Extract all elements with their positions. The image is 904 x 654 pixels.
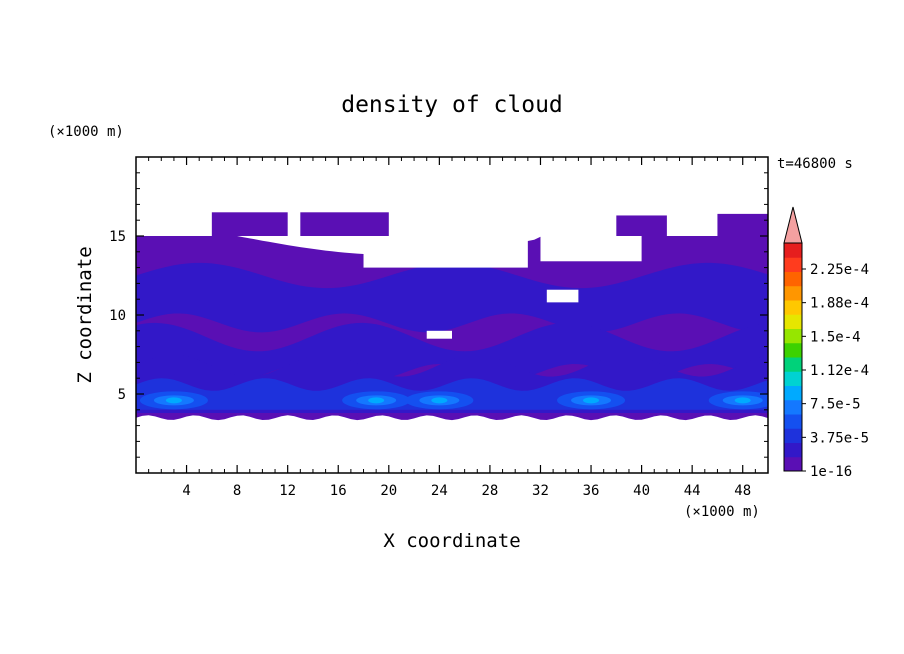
x-tick-label: 12: [279, 483, 296, 499]
colorbar-swatch: [784, 456, 802, 472]
y-unit-label: (×1000 m): [48, 124, 124, 140]
y-axis-label: Z coordinate: [74, 246, 96, 383]
colorbar-swatch: [784, 371, 802, 386]
clear-air-gap: [363, 239, 528, 268]
clear-air-gap: [426, 330, 452, 339]
clear-air-gap: [546, 289, 579, 303]
clear-air-gap: [540, 236, 642, 262]
y-tick-label: 10: [109, 308, 126, 324]
x-tick-label: 36: [583, 483, 600, 499]
x-tick-label: 32: [532, 483, 549, 499]
x-tick-label: 24: [431, 483, 448, 499]
colorbar-swatch: [784, 357, 802, 372]
cloud-core-peak: [368, 397, 385, 404]
colorbar-label: 7.5e-5: [810, 397, 861, 413]
cloud-core-peak: [165, 397, 182, 404]
colorbar-label: 3.75e-5: [810, 430, 869, 446]
cloud-core-peak: [734, 397, 751, 404]
y-tick-label: 5: [118, 387, 126, 403]
density-field: [136, 212, 768, 421]
colorbar-swatch: [784, 314, 802, 329]
colorbar-label: 1e-16: [810, 464, 852, 480]
cloud-fragment: [717, 213, 768, 236]
colorbar-swatch: [784, 399, 802, 415]
cloud-core-peak: [431, 397, 448, 404]
x-tick-label: 20: [380, 483, 397, 499]
cloud-core-peak: [583, 397, 600, 404]
x-tick-label: 40: [633, 483, 650, 499]
chart-title: density of cloud: [341, 92, 563, 118]
x-tick-label: 48: [734, 483, 751, 499]
colorbar-label: 1.5e-4: [810, 329, 861, 345]
cloud-fragment: [616, 215, 667, 236]
colorbar-swatch: [784, 243, 802, 258]
x-tick-label: 8: [233, 483, 241, 499]
colorbar-label: 1.88e-4: [810, 296, 869, 312]
colorbar-swatch: [784, 257, 802, 272]
colorbar: 2.25e-4 1.88e-4 1.5e-4 1.12e-4 7.5e-5 3.75e-5…: [783, 206, 869, 480]
colorbar-swatch: [784, 442, 802, 458]
cloud-band-1: [136, 262, 768, 333]
colorbar-label: 2.25e-4: [810, 262, 869, 278]
x-tick-label: 28: [481, 483, 498, 499]
colorbar-swatch: [784, 300, 802, 315]
colorbar-swatch: [784, 285, 802, 301]
colorbar-swatch: [784, 428, 802, 443]
time-label: t=46800 s: [777, 156, 853, 172]
cloud-fragment: [211, 212, 288, 236]
x-tick-label: 4: [182, 483, 190, 499]
y-tick-label: 15: [109, 229, 126, 245]
cloud-fragment: [300, 212, 389, 236]
colorbar-extend-arrow: [783, 206, 803, 244]
colorbar-swatch: [784, 342, 802, 358]
colorbar-label: 1.12e-4: [810, 363, 869, 379]
x-tick-label: 16: [330, 483, 347, 499]
x-unit-label: (×1000 m): [684, 504, 760, 520]
x-axis-label: X coordinate: [383, 530, 520, 552]
colorbar-swatch: [784, 385, 802, 401]
colorbar-swatch: [784, 271, 802, 287]
colorbar-swatch: [784, 414, 802, 429]
colorbar-swatch: [784, 328, 802, 344]
x-tick-label: 44: [684, 483, 701, 499]
